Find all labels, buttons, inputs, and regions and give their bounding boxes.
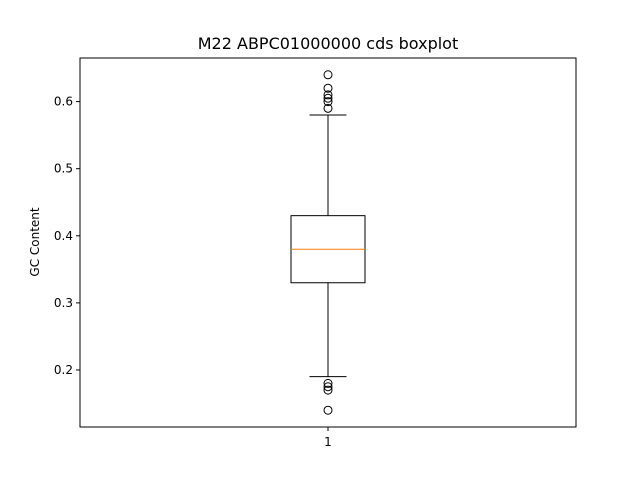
outlier-point [323, 405, 333, 415]
y-tick-label: 0.4 [54, 229, 73, 243]
outlier-point [323, 378, 333, 388]
outlier-point [323, 97, 333, 107]
outlier-point [323, 90, 333, 100]
plot-marks: 0.2 0.3 0.4 0.5 0.6 1 [54, 70, 366, 449]
outlier-point [323, 385, 333, 395]
outlier-point [323, 83, 333, 93]
y-tick-label: 0.2 [54, 363, 73, 377]
x-tick-label: 1 [324, 435, 332, 449]
y-tick-label: 0.6 [54, 95, 73, 109]
outlier-point [323, 103, 333, 113]
y-tick-label: 0.3 [54, 296, 73, 310]
outlier-point [323, 93, 333, 103]
outlier-point [323, 382, 333, 392]
plot-frame [79, 57, 577, 428]
outlier-point [323, 70, 333, 80]
y-tick-label: 0.5 [54, 162, 73, 176]
y-axis-label: GC Content [28, 207, 42, 277]
chart-title: M22 ABPC01000000 cds boxplot [198, 34, 458, 53]
